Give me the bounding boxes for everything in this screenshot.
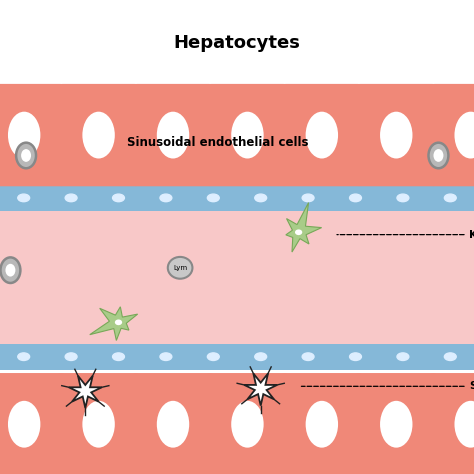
Text: Lym: Lym — [173, 265, 187, 271]
Ellipse shape — [207, 194, 219, 202]
Ellipse shape — [444, 353, 456, 360]
Ellipse shape — [302, 194, 314, 202]
FancyBboxPatch shape — [428, 373, 474, 474]
Ellipse shape — [115, 319, 122, 325]
Ellipse shape — [157, 112, 189, 158]
Bar — [0, 344, 474, 370]
Ellipse shape — [350, 353, 362, 360]
FancyBboxPatch shape — [280, 84, 364, 186]
Ellipse shape — [18, 194, 29, 202]
Ellipse shape — [255, 353, 267, 360]
Ellipse shape — [21, 149, 31, 162]
Ellipse shape — [255, 194, 267, 202]
Text: Kupffer: Kupffer — [469, 229, 474, 240]
FancyBboxPatch shape — [56, 84, 141, 186]
Ellipse shape — [350, 194, 362, 202]
Ellipse shape — [113, 353, 124, 360]
FancyBboxPatch shape — [205, 84, 290, 186]
FancyBboxPatch shape — [354, 84, 438, 186]
Text: Sinusoidal endothelial cells: Sinusoidal endothelial cells — [128, 136, 309, 149]
Ellipse shape — [295, 229, 302, 235]
FancyBboxPatch shape — [56, 373, 141, 474]
Ellipse shape — [65, 194, 77, 202]
Ellipse shape — [113, 194, 124, 202]
Ellipse shape — [0, 257, 20, 283]
FancyBboxPatch shape — [131, 373, 215, 474]
Polygon shape — [90, 307, 137, 340]
Polygon shape — [69, 376, 102, 408]
Ellipse shape — [397, 353, 409, 360]
Text: Stellate: Stellate — [469, 381, 474, 392]
Ellipse shape — [231, 112, 264, 158]
FancyBboxPatch shape — [280, 373, 364, 474]
Ellipse shape — [168, 257, 192, 279]
FancyBboxPatch shape — [0, 84, 66, 186]
Ellipse shape — [302, 353, 314, 360]
Ellipse shape — [160, 194, 172, 202]
Bar — [0, 370, 474, 384]
Ellipse shape — [8, 112, 40, 158]
Ellipse shape — [444, 194, 456, 202]
Text: Hepatocytes: Hepatocytes — [173, 34, 301, 52]
Ellipse shape — [16, 143, 36, 168]
Ellipse shape — [18, 353, 29, 360]
Ellipse shape — [428, 143, 448, 168]
Ellipse shape — [455, 401, 474, 447]
Ellipse shape — [8, 401, 40, 447]
Bar — [0, 211, 474, 344]
Ellipse shape — [306, 401, 338, 447]
Ellipse shape — [65, 353, 77, 360]
FancyBboxPatch shape — [354, 373, 438, 474]
FancyBboxPatch shape — [205, 373, 290, 474]
Ellipse shape — [380, 401, 412, 447]
FancyBboxPatch shape — [428, 84, 474, 186]
Polygon shape — [286, 202, 322, 252]
Ellipse shape — [455, 112, 474, 158]
Ellipse shape — [207, 353, 219, 360]
Ellipse shape — [82, 401, 115, 447]
FancyBboxPatch shape — [0, 373, 66, 474]
FancyBboxPatch shape — [131, 84, 215, 186]
Ellipse shape — [82, 112, 115, 158]
Bar — [0, 180, 474, 185]
Ellipse shape — [157, 401, 189, 447]
Polygon shape — [244, 374, 277, 406]
Ellipse shape — [231, 401, 264, 447]
Ellipse shape — [306, 112, 338, 158]
Ellipse shape — [397, 194, 409, 202]
Ellipse shape — [380, 112, 412, 158]
Ellipse shape — [6, 264, 15, 277]
Bar — [0, 185, 474, 211]
Ellipse shape — [160, 353, 172, 360]
Ellipse shape — [434, 149, 444, 162]
